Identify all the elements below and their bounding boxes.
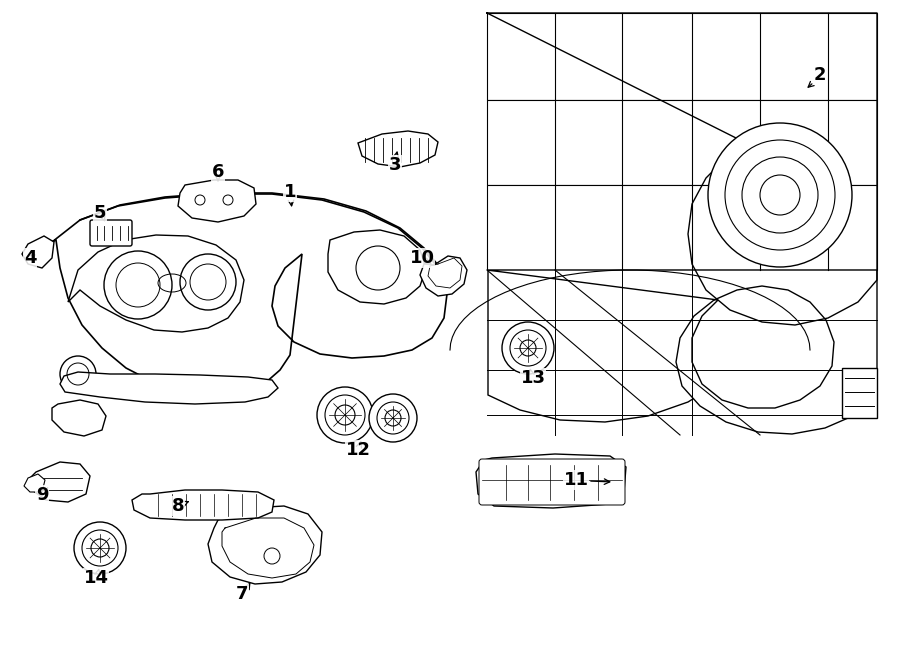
- Text: 6: 6: [212, 163, 224, 181]
- Text: 9: 9: [36, 486, 49, 504]
- Circle shape: [60, 356, 96, 392]
- Polygon shape: [487, 13, 877, 100]
- Polygon shape: [68, 235, 244, 332]
- Circle shape: [180, 254, 236, 310]
- Text: 3: 3: [389, 156, 401, 174]
- Text: 12: 12: [346, 441, 371, 459]
- Text: 2: 2: [814, 66, 826, 84]
- Circle shape: [74, 522, 126, 574]
- Polygon shape: [488, 15, 876, 272]
- Circle shape: [317, 387, 373, 443]
- Polygon shape: [52, 194, 447, 396]
- Text: 13: 13: [520, 369, 545, 387]
- Text: 4: 4: [23, 249, 36, 267]
- Text: 11: 11: [563, 471, 589, 489]
- Circle shape: [104, 251, 172, 319]
- Polygon shape: [487, 100, 877, 185]
- Text: 10: 10: [410, 249, 435, 267]
- Text: 14: 14: [84, 569, 109, 587]
- Polygon shape: [178, 180, 256, 222]
- Polygon shape: [420, 256, 467, 296]
- FancyBboxPatch shape: [479, 459, 625, 505]
- Polygon shape: [328, 230, 426, 304]
- Text: 5: 5: [94, 204, 106, 222]
- Polygon shape: [60, 372, 278, 404]
- Polygon shape: [24, 474, 45, 492]
- Polygon shape: [208, 506, 322, 584]
- Text: 1: 1: [284, 183, 296, 201]
- Polygon shape: [132, 490, 274, 520]
- Polygon shape: [358, 131, 438, 167]
- Polygon shape: [842, 368, 877, 418]
- Circle shape: [369, 394, 417, 442]
- Polygon shape: [52, 400, 106, 436]
- Circle shape: [708, 123, 852, 267]
- Text: 7: 7: [236, 585, 248, 603]
- Polygon shape: [22, 236, 54, 268]
- Polygon shape: [30, 462, 90, 502]
- Polygon shape: [476, 454, 626, 508]
- Text: 8: 8: [172, 497, 184, 515]
- Polygon shape: [488, 175, 800, 422]
- Polygon shape: [487, 270, 877, 434]
- Polygon shape: [487, 185, 877, 270]
- Circle shape: [502, 322, 554, 374]
- FancyBboxPatch shape: [90, 220, 132, 246]
